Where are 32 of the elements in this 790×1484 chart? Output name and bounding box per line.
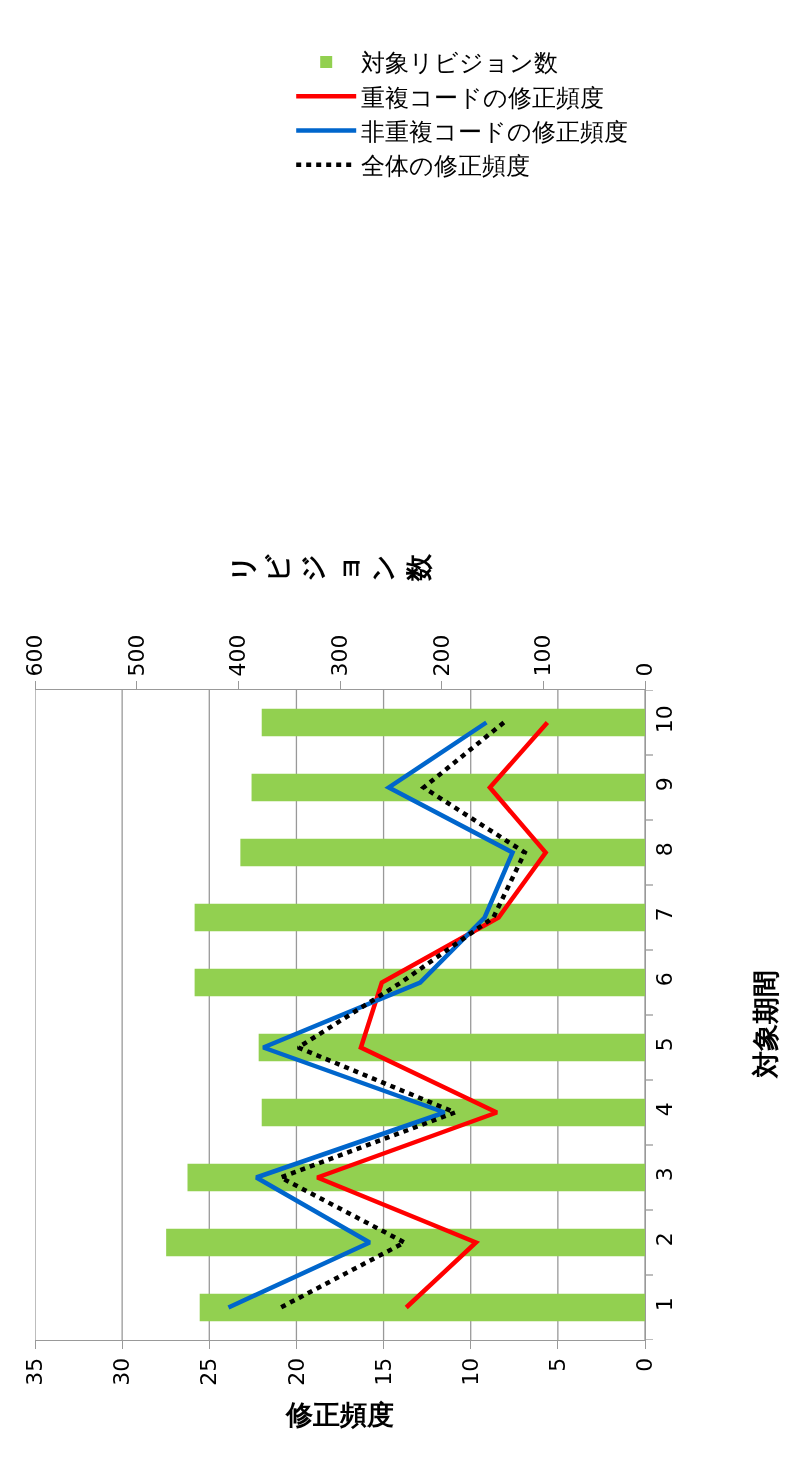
x-tick-label: 25 bbox=[196, 1357, 222, 1386]
x-axis-title: 修正頻度 bbox=[285, 1399, 394, 1431]
x2-tick-label: 300 bbox=[327, 634, 353, 677]
x2-tick-label: 0 bbox=[632, 662, 658, 677]
y-tick-label: 5 bbox=[652, 1037, 678, 1052]
y-tick-label: 9 bbox=[652, 777, 678, 792]
x-tick-label: 35 bbox=[22, 1357, 48, 1386]
y-tick-label: 6 bbox=[652, 972, 678, 987]
legend-label: 対象リビジョン数 bbox=[361, 49, 559, 78]
y-tick-label: 10 bbox=[652, 705, 678, 734]
y-axis-title: 対象期間 bbox=[750, 970, 781, 1079]
y-tick-label: 8 bbox=[652, 842, 678, 857]
y-tick-label: 3 bbox=[652, 1167, 678, 1182]
x-tick-label: 20 bbox=[283, 1357, 309, 1386]
x2-tick-label: 500 bbox=[123, 634, 149, 677]
y-tick-label: 1 bbox=[652, 1297, 678, 1312]
legend-label: 重複コードの修正頻度 bbox=[361, 83, 605, 112]
x2-axis-title: リビジョン数 bbox=[227, 553, 434, 582]
x-tick-label: 0 bbox=[632, 1357, 658, 1372]
x2-tick-label: 100 bbox=[530, 634, 556, 677]
legend-label: 非重複コードの修正頻度 bbox=[361, 117, 629, 146]
x2-tick-label: 200 bbox=[428, 634, 454, 677]
x-tick-label: 15 bbox=[370, 1357, 396, 1386]
y-tick-label: 2 bbox=[652, 1232, 678, 1247]
legend-label: 全体の修正頻度 bbox=[361, 152, 531, 181]
x-tick-label: 10 bbox=[457, 1357, 483, 1386]
y-tick-label: 7 bbox=[652, 907, 678, 922]
x-tick-label: 30 bbox=[109, 1357, 135, 1386]
x2-tick-label: 400 bbox=[225, 634, 251, 677]
x2-tick-label: 600 bbox=[22, 634, 48, 677]
x-tick-label: 5 bbox=[545, 1357, 571, 1372]
y-tick-label: 4 bbox=[652, 1102, 678, 1117]
